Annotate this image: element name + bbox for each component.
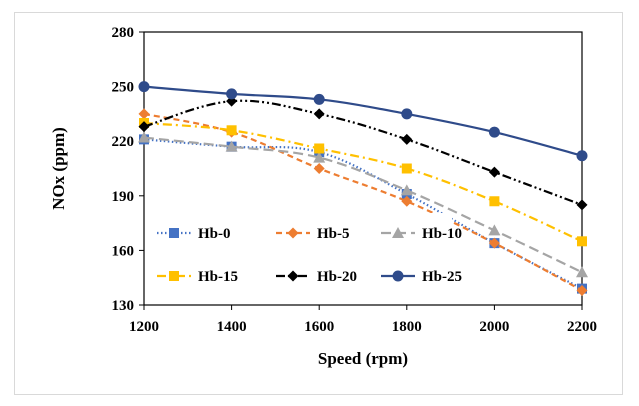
- data-point-hb-10: [313, 151, 326, 163]
- legend-label: Hb-5: [317, 226, 350, 242]
- legend-marker: [169, 271, 179, 281]
- legend-marker: [392, 270, 404, 282]
- data-point-hb-25: [488, 126, 500, 138]
- data-point-hb-20: [576, 199, 588, 211]
- data-point-hb-15: [401, 163, 412, 174]
- legend-marker: [392, 227, 404, 238]
- data-point-hb-15: [314, 143, 325, 154]
- data-point-hb-25: [226, 88, 238, 100]
- legend-item-hb-25: Hb-25: [381, 269, 462, 285]
- data-point-hb-25: [401, 108, 413, 120]
- legend-label: Hb-20: [317, 269, 357, 285]
- data-point-hb-15: [226, 125, 237, 136]
- data-point-hb-10: [400, 184, 413, 196]
- legend-item-hb-5: Hb-5: [276, 226, 350, 242]
- x-tick-label: 1400: [217, 319, 247, 335]
- y-tick-label: 130: [112, 298, 135, 314]
- legend: Hb-0 Hb-5 Hb-10 Hb-15 Hb-20 Hb-25: [152, 213, 462, 297]
- legend-item-hb-0: Hb-0: [157, 226, 231, 242]
- series-line-hb-0: [143, 138, 583, 290]
- series-layer: [138, 81, 588, 296]
- axes: 130 160 190 220 250 280 1200 1400 1600 1800 2000 22…: [112, 25, 598, 335]
- x-tick-label: 1600: [304, 319, 334, 335]
- data-point-hb-10: [576, 266, 588, 278]
- legend-item-hb-10: Hb-10: [381, 226, 462, 242]
- x-tick-label: 1200: [129, 319, 159, 335]
- data-point-hb-5: [401, 195, 413, 207]
- legend-marker: [287, 270, 299, 282]
- data-point-hb-20: [138, 121, 150, 133]
- legend-marker: [169, 228, 179, 238]
- data-point-hb-5: [576, 284, 588, 296]
- legend-label: Hb-15: [198, 269, 238, 285]
- x-tick-label: 2000: [479, 319, 509, 335]
- series-line-hb-10: [143, 136, 583, 274]
- legend-label: Hb-25: [422, 269, 462, 285]
- y-tick-label: 220: [112, 134, 135, 150]
- series-hb-10: [138, 131, 588, 278]
- data-point-hb-15: [577, 236, 587, 247]
- legend-label: Hb-0: [198, 226, 231, 242]
- data-point-hb-5: [313, 163, 325, 174]
- y-axis-title: NOx (ppm): [49, 127, 68, 210]
- data-point-hb-5: [488, 237, 500, 249]
- data-point-hb-10: [138, 131, 150, 143]
- series-line-hb-20: [143, 99, 583, 206]
- legend-item-hb-15: Hb-15: [157, 269, 238, 285]
- data-point-hb-20: [313, 108, 325, 120]
- data-point-hb-25: [313, 93, 325, 105]
- y-tick-label: 250: [112, 80, 135, 96]
- x-axis-title: Speed (rpm): [318, 349, 408, 368]
- data-point-hb-20: [401, 133, 413, 145]
- legend-box: [152, 213, 452, 297]
- data-point-hb-15: [489, 196, 500, 207]
- chart-frame: [14, 12, 623, 395]
- y-tick-label: 280: [112, 25, 135, 41]
- data-point-hb-5: [138, 108, 150, 120]
- plot-area: [143, 31, 583, 306]
- data-point-hb-25: [576, 150, 588, 162]
- series-line-hb-25: [143, 85, 583, 157]
- legend-label: Hb-10: [422, 226, 462, 242]
- y-tick-label: 160: [112, 243, 135, 259]
- series-hb-25: [138, 81, 588, 162]
- legend-marker: [287, 227, 299, 239]
- series-line-hb-15: [143, 121, 583, 243]
- data-point-hb-10: [488, 224, 501, 236]
- series-hb-20: [138, 95, 588, 211]
- data-point-hb-25: [138, 81, 150, 93]
- y-tick-label: 190: [112, 189, 135, 205]
- x-tick-label: 2200: [567, 319, 597, 335]
- x-tick-label: 1800: [392, 319, 422, 335]
- series-hb-5: [138, 108, 588, 296]
- series-line-hb-5: [143, 112, 583, 292]
- legend-item-hb-20: Hb-20: [276, 269, 357, 285]
- data-point-hb-10: [225, 140, 238, 152]
- data-point-hb-20: [488, 166, 500, 178]
